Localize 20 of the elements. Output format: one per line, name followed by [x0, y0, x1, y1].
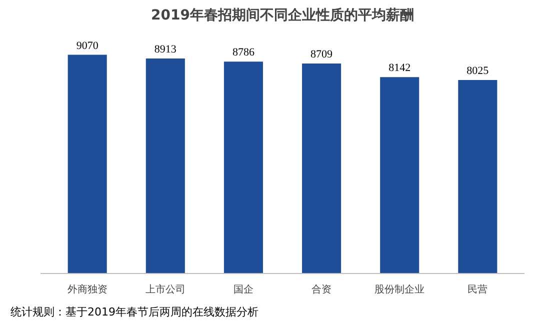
data-label: 8786: [232, 46, 255, 59]
x-tick-label: 民营: [468, 284, 488, 296]
chart-title: 2019年春招期间不同企业性质的平均薪酬: [151, 6, 414, 24]
x-tick-label: 外商独资: [67, 284, 108, 296]
data-label: 8142: [388, 62, 411, 74]
bar: [302, 63, 342, 274]
data-label: 8025: [466, 64, 490, 77]
bar: [146, 58, 185, 274]
text: 统计规则：基于2019年春节后两周的在线数据分析: [10, 306, 258, 318]
bar: [224, 62, 263, 274]
x-tick-label: 上市公司: [145, 284, 186, 296]
data-label: 8709: [310, 48, 334, 60]
bar: [380, 77, 420, 274]
bar: [68, 54, 107, 274]
data-label: 8913: [154, 44, 177, 56]
x-tick-label: 股份制企业: [374, 284, 425, 296]
bar: [458, 80, 498, 274]
x-tick-label: 国企: [233, 284, 254, 296]
data-label: 9070: [76, 40, 99, 52]
x-tick-label: 合资: [312, 284, 332, 296]
